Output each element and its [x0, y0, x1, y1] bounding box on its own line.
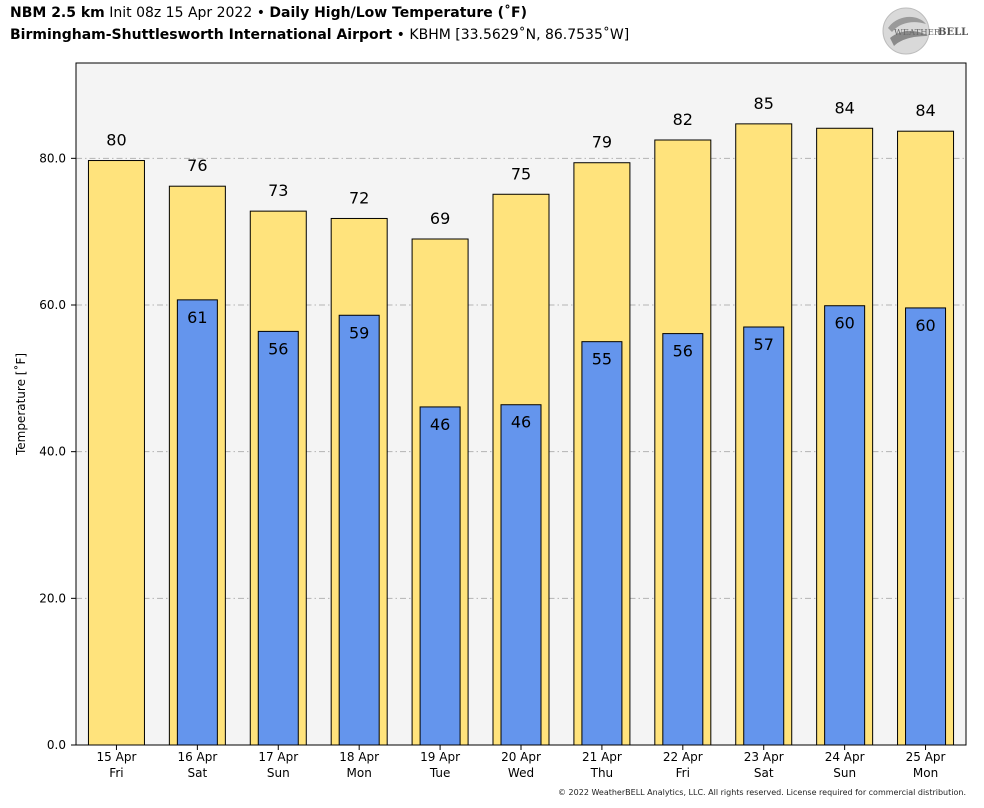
x-tick-label-day: Sat — [188, 766, 208, 780]
x-tick-label-date: 22 Apr — [663, 750, 703, 764]
high-temp-label: 84 — [915, 101, 935, 120]
x-tick-label-day: Tue — [429, 766, 451, 780]
x-tick-label-date: 18 Apr — [339, 750, 379, 764]
low-temp-bar — [500, 404, 542, 746]
x-tick-label-day: Sun — [833, 766, 856, 780]
y-tick-label: 40.0 — [39, 445, 66, 459]
y-tick-label: 20.0 — [39, 591, 66, 605]
low-temp-bar — [662, 333, 704, 746]
init-time: Init 08z 15 Apr 2022 — [109, 5, 253, 21]
low-temp-label: 57 — [754, 335, 774, 354]
low-temp-bar — [824, 305, 866, 746]
x-tick-label-date: 20 Apr — [501, 750, 541, 764]
low-temp-label: 60 — [834, 314, 854, 333]
low-temp-label: 56 — [673, 342, 693, 361]
logo-text-b: BELL — [938, 27, 968, 38]
x-tick-label-day: Mon — [913, 766, 938, 780]
high-temp-label: 72 — [349, 188, 369, 207]
x-tick-label-date: 15 Apr — [97, 750, 137, 764]
high-temp-label: 82 — [673, 110, 693, 129]
low-temp-label: 55 — [592, 350, 612, 369]
x-tick-label-day: Fri — [676, 766, 690, 780]
x-tick-label-date: 16 Apr — [177, 750, 217, 764]
x-tick-label-date: 19 Apr — [420, 750, 460, 764]
high-temp-label: 84 — [834, 98, 854, 117]
x-tick-label-day: Sat — [754, 766, 774, 780]
chart-title: Daily High/Low Temperature (˚F) — [269, 5, 527, 21]
high-temp-label: 73 — [268, 181, 288, 200]
y-tick-label: 60.0 — [39, 298, 66, 312]
high-temp-label: 76 — [187, 156, 207, 175]
model-name: NBM 2.5 km — [10, 5, 105, 21]
x-tick-label-date: 23 Apr — [744, 750, 784, 764]
low-temp-bar — [419, 406, 461, 746]
x-tick-label-day: Fri — [109, 766, 123, 780]
logo-text-a: WEATHER — [894, 28, 941, 38]
high-temp-label: 80 — [106, 131, 126, 150]
x-tick-label-date: 21 Apr — [582, 750, 622, 764]
high-temp-label: 85 — [754, 94, 774, 113]
low-temp-bar — [257, 330, 299, 746]
low-temp-label: 59 — [349, 323, 369, 342]
low-temp-bar — [581, 341, 623, 746]
low-temp-bar — [905, 307, 947, 746]
high-temp-label: 75 — [511, 164, 531, 183]
low-temp-label: 61 — [187, 308, 207, 327]
x-tick-label-date: 17 Apr — [258, 750, 298, 764]
low-temp-bar — [176, 299, 218, 746]
y-tick-label: 80.0 — [39, 151, 66, 165]
y-axis-label: Temperature [˚F] — [13, 353, 28, 456]
low-temp-label: 56 — [268, 339, 288, 358]
x-tick-label-day: Mon — [347, 766, 372, 780]
station-info: KBHM [33.5629˚N, 86.7535˚W] — [409, 27, 630, 43]
x-tick-label-day: Wed — [508, 766, 534, 780]
station-line: Birmingham-Shuttlesworth International A… — [10, 27, 629, 43]
low-temp-bar — [743, 326, 785, 746]
low-temp-label: 46 — [430, 415, 450, 434]
y-tick-label: 0.0 — [47, 738, 66, 752]
station-name: Birmingham-Shuttlesworth International A… — [10, 27, 393, 43]
high-temp-bar — [87, 160, 145, 746]
x-tick-label-day: Thu — [590, 766, 614, 780]
high-temp-label: 69 — [430, 209, 450, 228]
plot-frame — [75, 62, 967, 746]
x-tick-label-day: Sun — [267, 766, 290, 780]
weatherbell-logo: WEATHER BELL — [882, 7, 968, 55]
low-temp-label: 60 — [915, 316, 935, 335]
low-temp-label: 46 — [511, 413, 531, 432]
low-temp-bar — [338, 314, 380, 746]
high-temp-label: 79 — [592, 133, 612, 152]
x-tick-label-date: 24 Apr — [825, 750, 865, 764]
x-tick-label-date: 25 Apr — [906, 750, 946, 764]
chart-title-line: NBM 2.5 km Init 08z 15 Apr 2022 • Daily … — [10, 5, 527, 21]
separator: • — [252, 5, 270, 21]
copyright-credit: © 2022 WeatherBELL Analytics, LLC. All r… — [558, 788, 966, 797]
separator: • — [392, 27, 410, 43]
